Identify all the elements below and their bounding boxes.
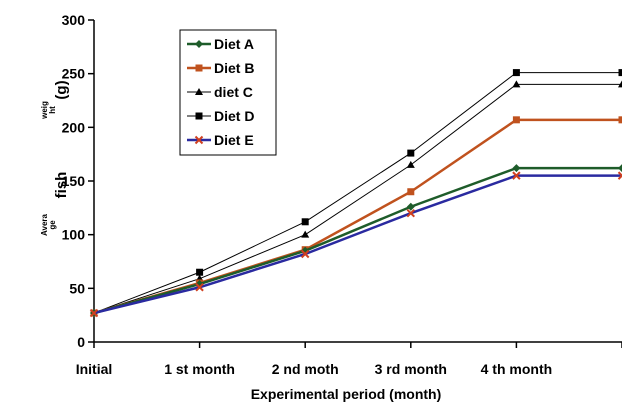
series-diet-c	[90, 80, 622, 317]
y-axis-title-part5: ht	[48, 106, 57, 114]
legend-item: diet C	[187, 84, 253, 100]
legend-label: Diet E	[214, 132, 254, 148]
x-marker	[300, 249, 310, 259]
diamond-marker	[618, 164, 622, 173]
triangle-marker	[406, 160, 415, 168]
y-axis-title-part6: (g)	[53, 80, 70, 99]
square-marker	[196, 268, 204, 276]
y-axis-title-part3: fish	[53, 172, 70, 199]
legend-label: diet C	[214, 84, 253, 100]
y-tick-label: 250	[62, 66, 86, 82]
series-line	[93, 174, 622, 315]
legend-label: Diet D	[214, 108, 254, 124]
triangle-marker	[512, 80, 521, 88]
square-marker	[618, 69, 622, 77]
triangle-marker	[195, 88, 203, 95]
y-tick-label: 200	[62, 119, 86, 135]
legend-item: Diet B	[187, 60, 254, 76]
x-marker	[89, 308, 99, 318]
x-tick-label: Initial	[76, 361, 113, 377]
series-line	[93, 166, 622, 315]
series-diet-b	[90, 116, 622, 317]
square-marker	[512, 116, 520, 124]
y-tick-label: 300	[62, 12, 86, 28]
y-tick-label: 50	[69, 280, 85, 296]
diamond-marker	[406, 202, 415, 211]
square-marker	[512, 69, 520, 77]
x-tick-label: 1 st month	[164, 361, 235, 377]
triangle-marker	[618, 80, 622, 88]
legend-item: Diet D	[187, 108, 254, 124]
square-marker	[195, 64, 203, 72]
x-ticks: Initial 1 st month 2 nd moth 3 rd month 4 th…	[76, 342, 622, 377]
y-axis-title-part4: weig	[40, 101, 49, 120]
x-marker	[195, 283, 204, 292]
series-line	[93, 118, 622, 315]
series-diet-d	[90, 69, 622, 317]
legend-item: Diet E	[187, 132, 254, 148]
x-marker	[617, 171, 622, 180]
square-marker	[407, 188, 415, 196]
y-tick-label: 100	[62, 227, 86, 243]
series-diet-e	[89, 171, 622, 318]
series-layer	[89, 69, 622, 318]
legend-label: Diet A	[214, 36, 254, 52]
series-line	[93, 83, 622, 314]
triangle-marker	[301, 230, 310, 238]
square-marker	[618, 116, 622, 124]
square-marker	[407, 149, 415, 157]
square-marker	[195, 112, 203, 120]
legend-label: Diet B	[214, 60, 254, 76]
y-tick-label: 150	[62, 173, 86, 189]
square-marker	[301, 218, 309, 226]
x-marker	[512, 171, 521, 180]
y-axis-title-part2: ge	[48, 220, 57, 230]
x-axis-title: Experimental period (month)	[251, 386, 442, 402]
y-ticks: 0 50 100 150 200 250 300	[62, 12, 94, 350]
y-axis-title: Avera ge fish weig ht (g)	[40, 80, 70, 236]
diamond-marker	[512, 164, 521, 173]
diamond-marker	[195, 40, 203, 48]
legend: Diet A Diet B diet C Diet D Diet E	[179, 29, 277, 156]
series-line	[93, 72, 622, 314]
x-marker	[406, 208, 416, 218]
x-marker	[194, 135, 204, 145]
x-tick-label: 3 rd month	[375, 361, 447, 377]
y-axis-title-part1: Avera	[40, 213, 49, 235]
x-tick-label: 4 th month	[481, 361, 553, 377]
y-tick-label: 0	[77, 334, 85, 350]
x-tick-label: 2 nd moth	[272, 361, 339, 377]
legend-item: Diet A	[187, 36, 254, 52]
